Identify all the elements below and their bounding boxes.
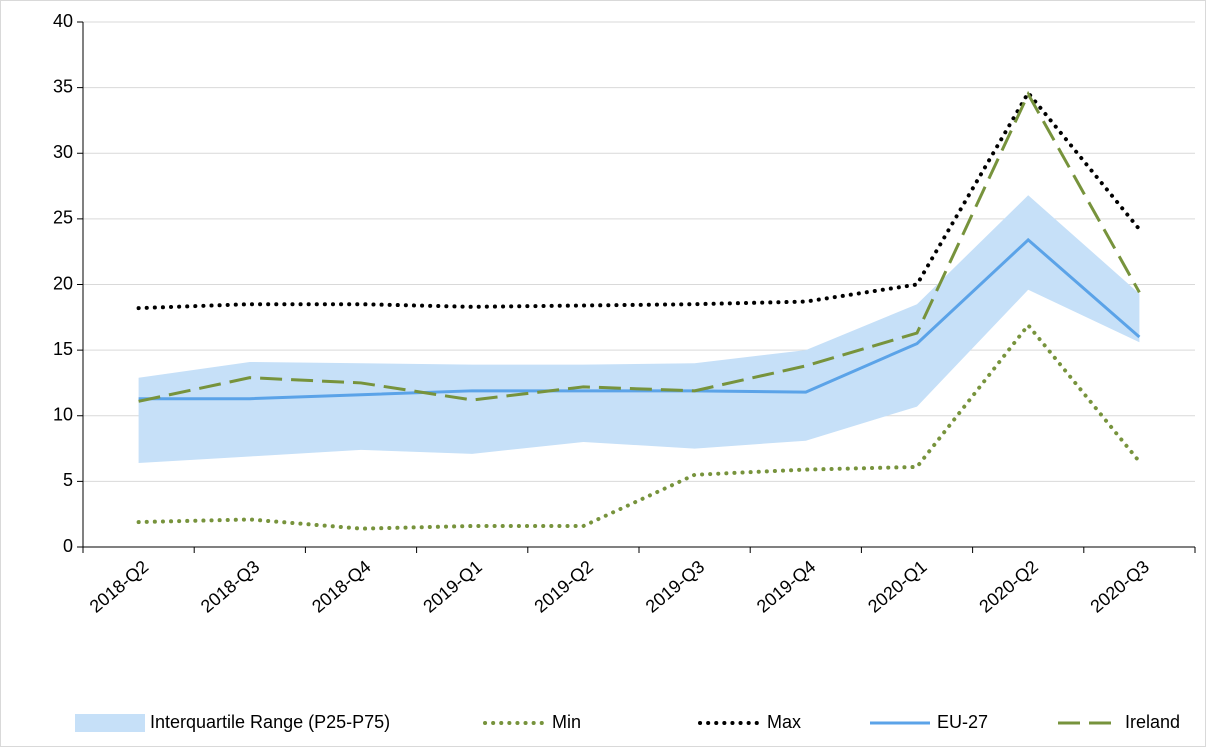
- legend-label: Max: [767, 712, 801, 732]
- line-3: [138, 90, 1141, 403]
- line-2: [138, 237, 1141, 401]
- y-tick-label: 30: [53, 142, 73, 162]
- y-tick-label: 10: [53, 405, 73, 425]
- y-tick-label: 5: [63, 470, 73, 490]
- legend-label: EU-27: [937, 712, 988, 732]
- legend-label: Interquartile Range (P25-P75): [150, 712, 390, 732]
- y-tick-label: 0: [63, 536, 73, 556]
- legend-label: Ireland: [1125, 712, 1180, 732]
- y-tick-label: 35: [53, 76, 73, 96]
- y-tick-label: 20: [53, 273, 73, 293]
- legend-label: Min: [552, 712, 581, 732]
- line-1: [136, 89, 1142, 311]
- legend-swatch: [75, 714, 145, 732]
- iqr-band: [138, 195, 1140, 463]
- y-tick-label: 15: [53, 339, 73, 359]
- y-tick-label: 25: [53, 208, 73, 228]
- y-tick-label: 40: [53, 11, 73, 31]
